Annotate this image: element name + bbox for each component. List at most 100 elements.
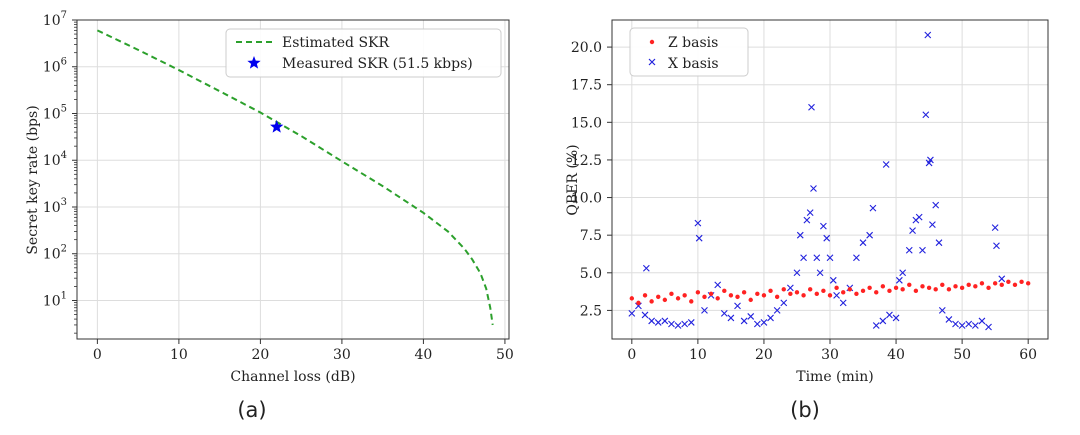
x-basis-point [905,246,913,254]
x-basis-point [820,222,827,230]
x-basis-point [780,299,788,307]
z-basis-point [821,288,826,294]
x-basis-point [816,269,824,277]
panel-b-legend: Z basis X basis [629,27,749,77]
x-basis-point [796,231,804,239]
z-basis-point [636,300,641,306]
x-basis-point [635,302,642,310]
z-basis-point [814,291,819,297]
x-basis-point [971,322,979,329]
panel-a-y-tick-label: 103 [43,197,67,216]
z-basis-point [669,291,674,297]
z-basis-point [741,290,747,295]
z-basis-point [735,294,740,300]
panel-b-x-tick-label: 20 [755,347,773,363]
x-basis-point [866,231,874,239]
legend-z-basis-label: Z basis [668,35,718,51]
panel-a-x-tick-label: 20 [251,347,269,363]
panel-a-y-tick-label: 107 [43,10,67,29]
panel-a-plot-area [96,29,494,326]
panel-a-y-tick-label: 104 [43,150,67,169]
x-basis-point [674,322,682,329]
x-basis-point [800,254,807,262]
x-basis-point [929,221,936,229]
z-basis-point [966,282,971,288]
z-basis-point [807,287,813,292]
panel-b-x-tick-label: 30 [821,347,839,363]
x-basis-point [668,320,675,328]
legend-x-basis-cross [648,58,656,66]
x-basis-point [859,239,867,247]
panel-a-ticks: 0 10 20 30 40 50 101 102 103 104 105 106 107 [43,10,514,363]
z-basis-point [979,281,985,286]
z-basis-point [827,293,833,298]
panel-b-x-tick-label: 50 [953,347,971,363]
z-basis-point [926,285,932,291]
z-basis-point [874,290,879,295]
x-basis-point [694,219,702,227]
panel-b-x-axis-label: Time (min) [796,369,874,385]
z-basis-point [801,293,806,298]
x-basis-point [642,264,650,272]
x-basis-point [935,239,943,247]
x-basis-point [803,216,811,224]
z-basis-point [893,285,899,291]
x-basis-point [806,209,814,216]
z-basis-point [992,281,998,286]
panel-b-plot-area [628,31,1031,331]
z-basis-point [708,291,714,297]
z-basis-point [629,296,635,301]
x-basis-point [938,307,946,314]
panel-b-y-tick-label: 15.0 [571,115,602,131]
legend-z-basis-dot [649,39,655,45]
z-basis-point [900,287,905,292]
x-basis-point [793,269,801,277]
z-basis-point [662,297,668,303]
panel-b-ticks: 0 10 20 30 40 50 60 2.5 5.0 7.5 10.0 12.5 15.0 17.5 20… [571,40,1037,363]
z-basis-point [788,291,793,297]
z-basis-point [847,287,853,292]
panel-a-legend-box [225,28,502,78]
z-basis-point [781,287,786,292]
z-basis-point [715,296,720,301]
panel-a-x-tick-label: 50 [496,347,514,363]
z-basis-point [642,293,648,298]
z-basis-point [1012,282,1018,288]
x-basis-point [922,111,930,119]
x-basis-point [886,311,893,319]
panel-a-y-tick-label: 106 [43,57,67,76]
x-basis-point [915,213,923,221]
panel-b-legend-box [629,27,749,77]
z-basis-point [702,294,707,300]
x-basis-point [945,316,953,323]
panel-a-y-axis-label: Secret key rate (bps) [25,105,41,254]
x-basis-point [927,156,934,164]
x-basis-point [720,310,728,317]
z-basis-point [689,299,694,304]
z-basis-point [999,282,1004,288]
x-basis-point [932,201,940,209]
x-basis-point [773,307,781,314]
z-basis-point [880,284,886,289]
x-basis-point [810,185,817,192]
x-basis-point [892,314,900,322]
panel-b-qber-vs-time: 0 10 20 30 40 50 60 2.5 5.0 7.5 10.0 12.5 15.0 17.5 20… [565,19,1049,385]
z-basis-point [867,285,872,291]
panel-b-x-tick-label: 0 [627,347,636,363]
x-basis-point [985,323,992,331]
z-basis-point [986,285,991,291]
panel-a-x-tick-label: 30 [333,347,351,363]
x-basis-point [839,299,847,307]
x-basis-point [760,319,768,326]
x-basis-point [899,269,907,277]
z-basis-point [774,294,780,300]
x-basis-point [701,307,708,314]
legend-measured-skr-label: Measured SKR (51.5 kbps) [282,56,473,72]
x-basis-point [641,311,649,319]
z-basis-point [675,296,681,301]
z-basis-point [973,284,978,289]
x-basis-point [965,320,973,328]
panel-a-y-tick-label: 105 [43,103,67,122]
estimated-skr-curve [96,29,494,326]
